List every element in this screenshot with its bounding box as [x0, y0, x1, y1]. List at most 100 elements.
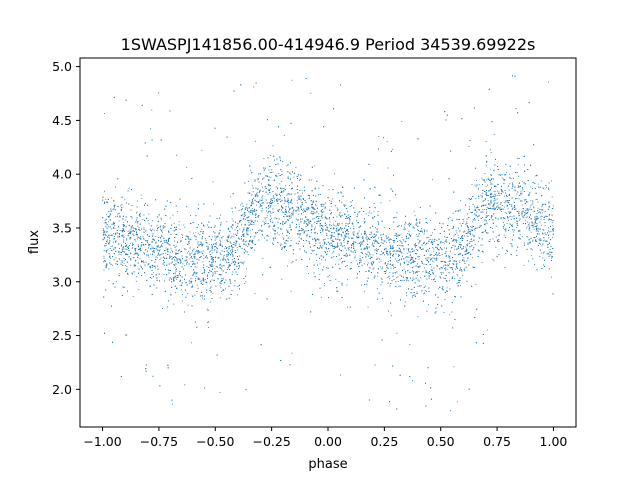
data-point — [376, 288, 378, 290]
data-point — [416, 253, 417, 255]
data-point — [176, 245, 178, 247]
data-point — [107, 239, 108, 241]
data-point — [465, 233, 467, 235]
data-point — [119, 275, 120, 277]
data-point — [212, 292, 214, 294]
data-point — [136, 232, 138, 234]
data-point — [136, 211, 138, 213]
data-point — [516, 197, 518, 199]
data-point — [208, 326, 209, 328]
data-point — [220, 287, 222, 289]
data-point — [543, 251, 545, 253]
data-point — [207, 321, 208, 323]
data-point — [250, 222, 252, 224]
data-point — [250, 239, 252, 241]
data-point — [478, 219, 480, 221]
data-point — [277, 232, 279, 234]
data-point — [289, 202, 291, 204]
data-point — [126, 238, 128, 239]
data-point — [393, 268, 395, 270]
data-point — [464, 251, 466, 253]
data-point — [151, 277, 153, 279]
data-point — [518, 198, 520, 200]
data-point — [105, 250, 107, 252]
data-point — [534, 217, 536, 219]
data-point — [531, 254, 533, 256]
data-point — [540, 224, 542, 226]
data-point — [512, 229, 513, 231]
data-point — [445, 267, 447, 269]
data-point — [332, 228, 334, 230]
data-point — [142, 236, 144, 238]
data-point — [287, 230, 289, 232]
data-point — [113, 237, 115, 239]
data-point — [239, 255, 240, 257]
data-point — [379, 254, 381, 255]
data-point — [346, 235, 348, 237]
data-point — [328, 275, 330, 276]
data-point — [133, 254, 135, 256]
data-point — [551, 196, 553, 198]
data-point — [548, 189, 550, 190]
data-point — [313, 232, 315, 234]
data-point — [341, 192, 343, 194]
data-point — [114, 235, 115, 237]
data-point — [197, 232, 199, 234]
data-point — [138, 227, 140, 229]
data-point — [492, 215, 494, 217]
data-point — [235, 233, 237, 235]
data-point — [368, 215, 370, 217]
data-point — [410, 236, 412, 237]
data-point — [119, 236, 121, 238]
data-point — [508, 173, 510, 175]
data-point — [527, 201, 529, 203]
data-point — [353, 233, 355, 235]
data-point — [475, 185, 477, 187]
data-point — [532, 202, 534, 204]
data-point — [241, 202, 243, 204]
data-point — [424, 290, 426, 292]
data-point — [499, 195, 501, 196]
data-point — [421, 260, 422, 262]
data-point — [186, 166, 188, 168]
data-point — [336, 290, 337, 292]
data-point — [465, 246, 467, 248]
data-point — [371, 233, 373, 235]
data-point — [260, 189, 262, 191]
data-point — [443, 277, 445, 279]
data-point — [129, 242, 131, 244]
data-point — [268, 202, 270, 203]
data-point — [135, 276, 137, 278]
data-point — [469, 243, 470, 244]
data-point — [407, 256, 409, 258]
data-point — [305, 216, 307, 217]
data-point — [372, 217, 374, 218]
data-point — [453, 238, 454, 240]
data-point — [288, 204, 290, 206]
data-point — [221, 269, 223, 271]
data-point — [214, 239, 216, 241]
data-point — [446, 280, 448, 282]
data-point — [483, 200, 485, 202]
data-point — [449, 314, 451, 316]
data-point — [322, 212, 324, 214]
data-point — [133, 235, 135, 236]
data-point — [348, 236, 350, 238]
data-point — [187, 241, 189, 243]
data-point — [164, 264, 166, 266]
data-point — [204, 279, 206, 281]
data-point — [296, 226, 298, 228]
data-point — [318, 213, 320, 215]
data-point — [366, 248, 368, 250]
data-point — [407, 223, 409, 225]
data-point — [225, 245, 227, 247]
data-point — [548, 202, 550, 204]
data-point — [543, 229, 545, 231]
data-point — [420, 285, 422, 287]
data-point — [405, 277, 407, 279]
data-point — [213, 257, 215, 258]
data-point — [270, 217, 272, 219]
data-point — [219, 392, 221, 393]
data-point — [314, 238, 316, 240]
data-point — [365, 213, 367, 215]
